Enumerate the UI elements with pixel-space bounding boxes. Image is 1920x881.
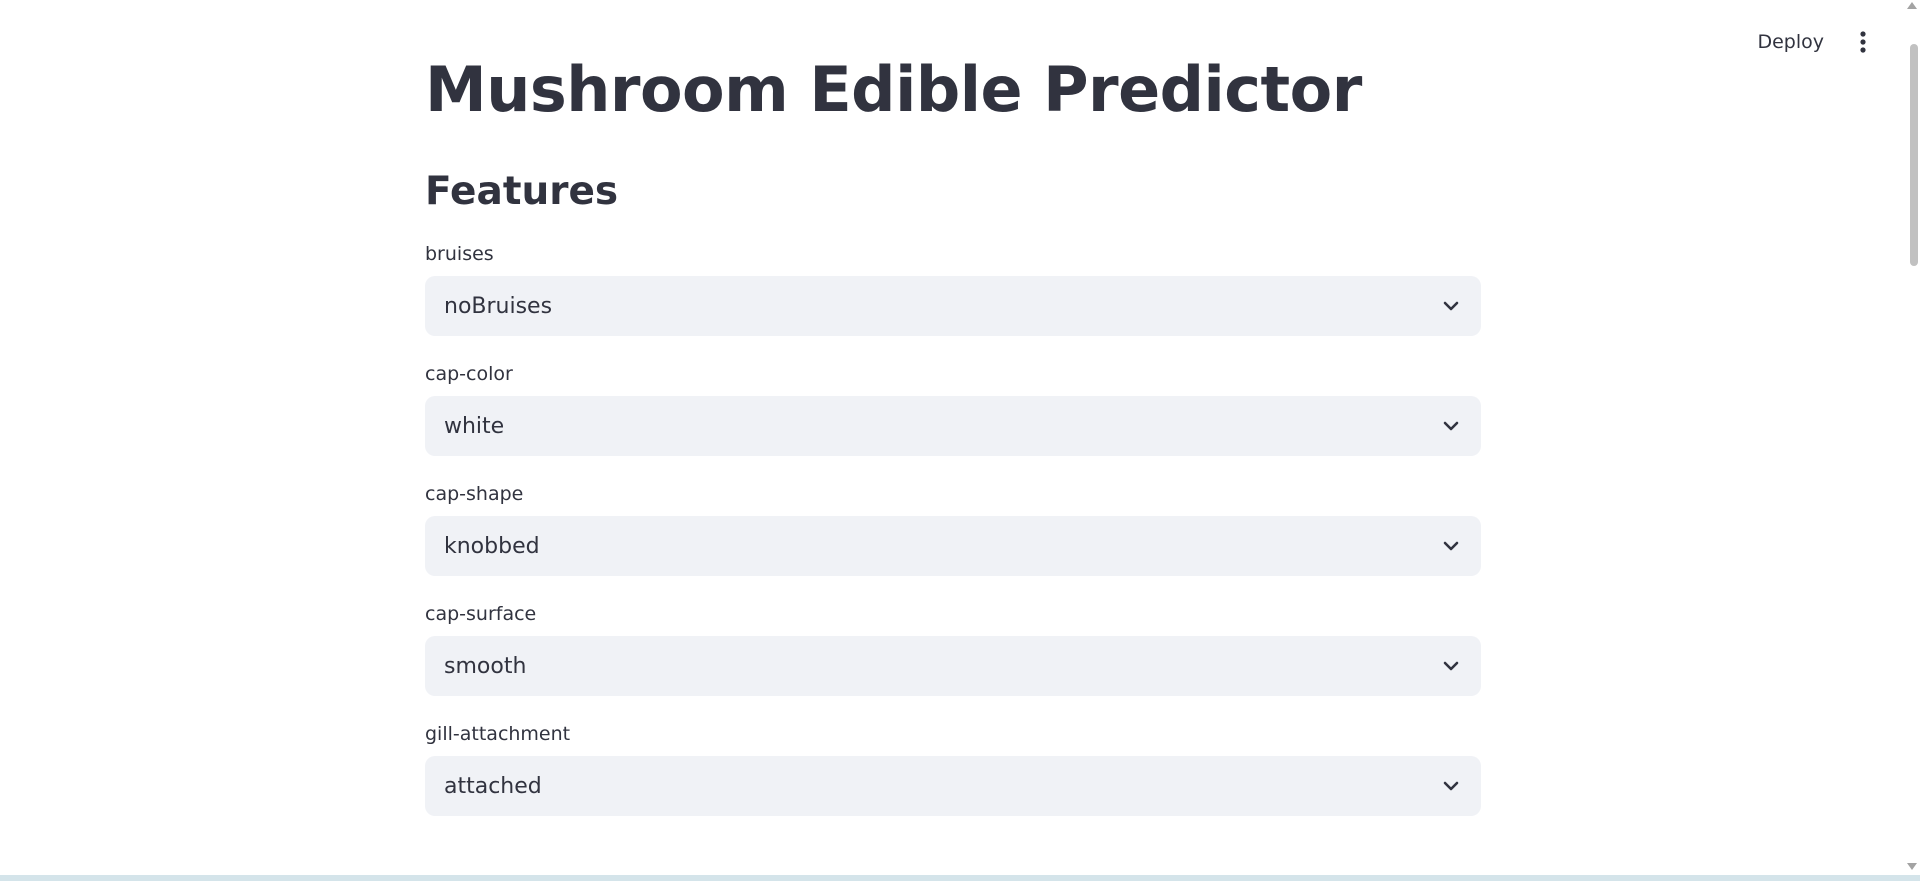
section-title: Features [425,169,619,214]
select-value: noBruises [444,293,553,319]
select-value: white [444,413,505,439]
field-gill-attachment: gill-attachment attached [425,696,1481,816]
chevron-down-icon [1440,535,1462,557]
scrollbar-thumb[interactable] [1910,44,1918,266]
field-label: bruises [425,243,494,265]
field-cap-surface: cap-surface smooth [425,576,1481,696]
select-value: knobbed [444,533,540,559]
vertical-scrollbar[interactable] [1906,0,1920,875]
field-label: cap-color [425,363,513,385]
cap-surface-select[interactable]: smooth [425,636,1481,696]
field-label: cap-surface [425,603,537,625]
scroll-up-arrow-icon[interactable] [1907,2,1917,9]
cap-color-select[interactable]: white [425,396,1481,456]
gill-attachment-select[interactable]: attached [425,756,1481,816]
page-title: Mushroom Edible Predictor [425,53,1362,126]
field-label: cap-shape [425,483,524,505]
cap-shape-select[interactable]: knobbed [425,516,1481,576]
deploy-button[interactable]: Deploy [1757,31,1824,53]
bruises-select[interactable]: noBruises [425,276,1481,336]
chevron-down-icon [1440,295,1462,317]
select-value: attached [444,773,542,799]
main-content: Mushroom Edible Predictor Features bruis… [425,0,1481,816]
main-menu-button[interactable] [1852,22,1874,62]
vertical-ellipsis-icon [1860,31,1866,53]
field-cap-color: cap-color white [425,336,1481,456]
bottom-decoration-strip [0,875,1920,881]
chevron-down-icon [1440,775,1462,797]
field-bruises: bruises noBruises [425,216,1481,336]
chevron-down-icon [1440,655,1462,677]
field-cap-shape: cap-shape knobbed [425,456,1481,576]
chevron-down-icon [1440,415,1462,437]
scroll-down-arrow-icon[interactable] [1907,863,1917,870]
field-label: gill-attachment [425,723,571,745]
select-value: smooth [444,653,527,679]
top-toolbar: Deploy [1747,22,1874,62]
